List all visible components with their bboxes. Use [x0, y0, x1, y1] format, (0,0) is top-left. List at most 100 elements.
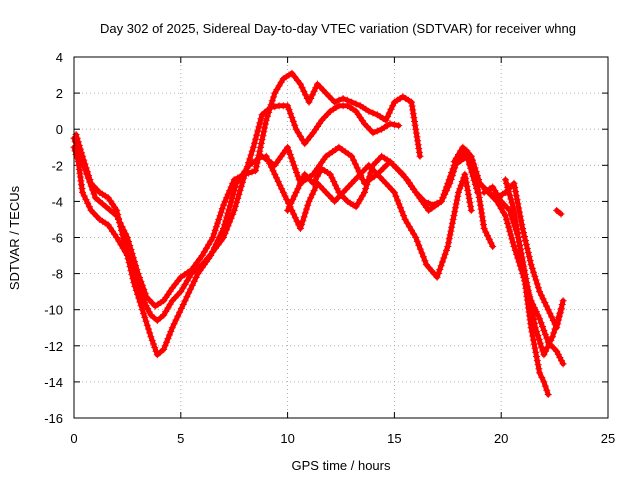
data-point	[174, 277, 182, 285]
data-point	[408, 98, 415, 106]
data-point	[535, 335, 543, 343]
data-point	[462, 178, 470, 186]
data-point	[300, 87, 308, 95]
data-point	[237, 182, 245, 190]
data-point	[529, 336, 537, 344]
y-tick-label: -4	[51, 194, 63, 209]
data-point	[485, 235, 493, 243]
data-point	[209, 248, 216, 256]
data-point	[537, 319, 545, 327]
data-point	[471, 169, 479, 176]
data-point	[154, 300, 162, 308]
data-point	[541, 330, 549, 338]
data-point	[350, 156, 357, 164]
data-point	[255, 123, 263, 131]
data-point	[445, 235, 453, 243]
data-point	[557, 210, 565, 218]
data-point	[361, 188, 368, 196]
data-point	[277, 78, 285, 86]
data-point	[534, 284, 542, 292]
data-point	[298, 221, 306, 229]
data-point	[284, 102, 292, 110]
data-point	[218, 205, 226, 213]
data-point	[311, 176, 319, 184]
data-point	[397, 204, 404, 212]
x-tick-label: 0	[70, 431, 77, 446]
data-point	[190, 277, 198, 285]
data-point	[451, 164, 459, 172]
data-point	[121, 243, 129, 250]
data-point	[168, 284, 176, 292]
data-point	[294, 129, 302, 137]
data-point	[467, 202, 475, 210]
data-point	[288, 114, 296, 121]
data-point	[307, 194, 315, 202]
data-point	[518, 257, 526, 265]
data-point	[536, 339, 544, 347]
data-point	[286, 151, 294, 158]
chart-title: Day 302 of 2025, Sidereal Day-to-day VTE…	[100, 21, 576, 36]
data-point	[348, 98, 356, 106]
data-point	[457, 147, 465, 155]
y-tick-label: 4	[56, 50, 63, 65]
data-point	[289, 158, 297, 166]
data-point	[540, 351, 548, 359]
data-point	[299, 174, 307, 182]
data-point	[556, 354, 564, 361]
data-point	[390, 188, 398, 196]
data-point	[284, 143, 292, 151]
data-point	[216, 232, 224, 240]
data-point	[223, 213, 231, 221]
data-point	[118, 227, 125, 234]
series-line	[503, 177, 551, 397]
data-point	[165, 331, 173, 339]
data-point	[532, 348, 540, 356]
data-point	[249, 143, 257, 151]
data-point	[527, 324, 535, 332]
data-point	[524, 249, 532, 256]
data-point	[425, 199, 433, 207]
data-point	[419, 253, 427, 261]
data-point	[414, 141, 422, 149]
series-4	[262, 152, 475, 281]
data-point	[379, 114, 387, 122]
data-point	[362, 185, 370, 192]
data-point	[266, 160, 274, 167]
data-point	[405, 96, 413, 104]
data-point	[499, 208, 507, 216]
data-point	[367, 169, 375, 177]
data-point	[290, 210, 298, 218]
data-point	[511, 210, 519, 218]
data-point	[333, 194, 341, 202]
data-point	[322, 89, 330, 97]
data-point	[120, 239, 128, 246]
data-point	[478, 209, 486, 217]
data-point	[512, 192, 520, 200]
data-point	[292, 125, 300, 133]
data-point	[302, 91, 309, 99]
data-point	[466, 198, 474, 206]
data-point	[536, 315, 544, 323]
data-point	[369, 109, 377, 117]
data-point	[497, 205, 505, 213]
data-point	[540, 327, 548, 334]
data-point	[257, 143, 264, 151]
data-point	[310, 87, 318, 95]
data-point	[101, 219, 109, 227]
y-tick-label: -12	[44, 339, 63, 354]
data-point	[276, 181, 284, 189]
data-point	[177, 273, 185, 281]
data-point	[333, 185, 341, 193]
data-point	[214, 236, 222, 244]
data-point	[500, 200, 508, 208]
data-point	[514, 230, 522, 238]
data-point	[179, 284, 187, 292]
series-9	[502, 176, 552, 398]
data-point	[390, 121, 398, 129]
data-point	[512, 218, 520, 226]
data-point	[505, 187, 513, 195]
data-point	[252, 167, 260, 175]
data-point	[538, 373, 546, 381]
data-point	[285, 203, 293, 211]
